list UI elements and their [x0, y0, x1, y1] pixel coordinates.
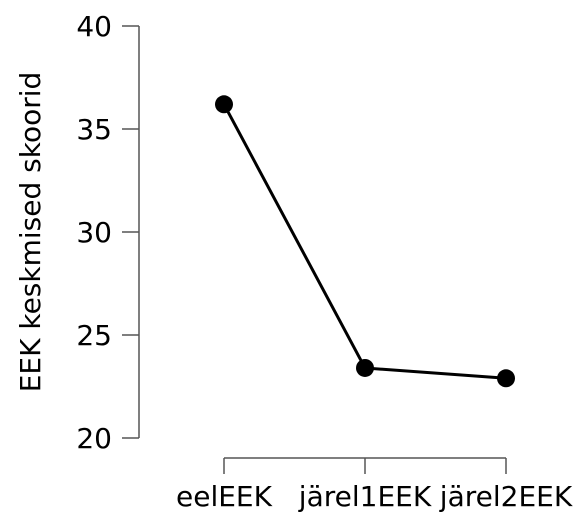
y-tick-label: 20	[76, 422, 112, 455]
data-point	[215, 95, 233, 114]
x-tick-label: järel2EEK	[439, 480, 573, 513]
y-tick-label: 30	[76, 216, 112, 249]
y-tick-label: 35	[76, 113, 112, 146]
y-axis-title: EEK keskmised skoorid	[14, 72, 47, 393]
series-group	[215, 95, 515, 388]
y-tick-label: 40	[76, 10, 112, 43]
series-line	[222, 103, 507, 380]
data-point	[497, 369, 515, 388]
x-tick-label: järel1EEK	[298, 480, 432, 513]
x-axis-ticks: eelEEK järel1EEK järel2EEK	[176, 458, 573, 513]
y-tick-label: 25	[76, 319, 112, 352]
data-point	[356, 358, 374, 377]
x-tick-label: eelEEK	[176, 480, 273, 513]
y-axis-ticks: 20 25 30 35 40	[76, 10, 139, 455]
